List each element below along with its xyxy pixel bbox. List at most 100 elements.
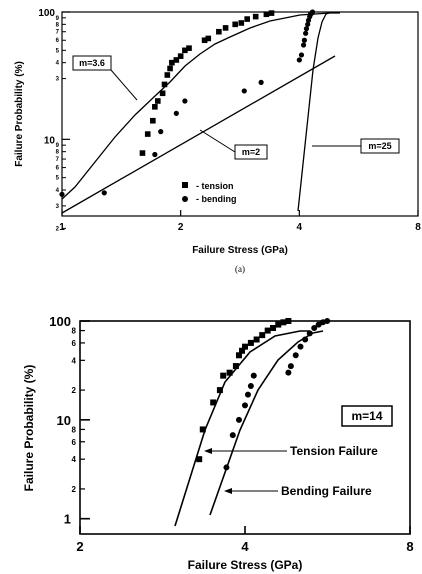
data-point-tension-failure: [196, 456, 203, 463]
data-point-tension: [161, 81, 168, 88]
data-point-tension-failure: [270, 324, 277, 331]
data-point-tension: [216, 28, 222, 35]
data-point-bending-failure: [223, 464, 230, 471]
annotation-m-3.6: m=3.6: [79, 58, 105, 68]
annotation-tension-failure: Tension Failure: [290, 444, 378, 458]
data-point-bending-failure: [244, 391, 251, 398]
data-point-tension-failure: [253, 336, 260, 343]
y-tick-label-b: 1: [64, 512, 71, 527]
data-point-bending-failure: [302, 336, 309, 343]
annotation-box-m-3.6: [72, 55, 112, 71]
x-tick-label-a: 8: [415, 222, 421, 233]
y-minor-label-b: 6: [72, 438, 77, 447]
y-minor-label-a: 9: [56, 143, 60, 149]
data-points-b: [196, 318, 331, 471]
data-point-bending-failure: [235, 416, 242, 423]
y-minor-label-b: 8: [72, 327, 77, 336]
y-tick-label-b: 100: [49, 314, 71, 329]
pointer-m-2: [199, 129, 236, 153]
x-axis-label-a: Failure Stress (GPa): [192, 245, 288, 256]
data-point-tension-failure: [220, 372, 227, 379]
y-minor-label-a: 8: [56, 150, 60, 156]
y-minor-label-a: 4: [56, 61, 60, 67]
y-minor-label-a: 5: [56, 176, 60, 182]
y-tick-label-a: 10: [44, 135, 56, 146]
data-point-tension-failure: [247, 339, 254, 346]
data-point-bending: [296, 57, 302, 63]
data-point-bending: [241, 88, 247, 94]
data-point-bending-failure: [285, 369, 292, 376]
data-point-tension-failure: [275, 321, 282, 328]
data-point-tension: [232, 21, 238, 28]
y-minor-label-a: 9: [56, 16, 60, 22]
data-point-bending-failure: [306, 330, 313, 337]
y-tick-label-a: 100: [38, 8, 55, 19]
x-tick-label-a: 2: [178, 222, 184, 233]
data-point-tension-failure: [232, 363, 239, 370]
data-point-tension: [244, 16, 251, 22]
data-point-bending: [173, 110, 179, 116]
legend-a: - tension - bending: [182, 181, 237, 204]
annotation-bending-failure: Bending Failure: [281, 484, 372, 498]
y-minor-label-a: 6: [56, 38, 60, 44]
data-point-tension: [238, 20, 245, 26]
data-point-tension: [152, 104, 158, 110]
data-point-tension: [155, 98, 161, 104]
data-point-tension-failure: [264, 327, 271, 334]
y-minor-label-a: 7: [56, 157, 60, 163]
data-point-tension-failure: [199, 426, 206, 433]
y-minor-label-b: 8: [72, 425, 77, 434]
data-point-tension: [252, 13, 259, 20]
legend-marker-bending: [182, 196, 188, 202]
data-point-bending: [258, 79, 264, 85]
panel-label-a: (a): [235, 264, 245, 274]
legend-label-bending: - bending: [196, 194, 237, 204]
x-axis-label-b: Failure Stress (GPa): [188, 558, 303, 572]
data-point-tension: [201, 37, 208, 44]
y-axis-label-b: Failure Probability (%): [22, 365, 36, 492]
arrowhead-bending-failure: [224, 488, 232, 494]
x-tick-label-a: 1: [59, 222, 65, 233]
data-point-tension: [177, 53, 184, 59]
data-point-bending-failure: [250, 372, 257, 379]
data-point-tension: [150, 117, 156, 124]
data-point-tension: [139, 150, 146, 156]
data-point-tension-failure: [235, 352, 242, 359]
data-point-bending-failure: [229, 432, 236, 439]
x-tick-label-a: 4: [297, 222, 303, 233]
y-minor-label-a: 2: [56, 226, 60, 232]
data-point-bending: [305, 21, 311, 27]
fit-line-bending: [209, 330, 324, 516]
data-point-tension-failure: [285, 318, 292, 324]
y-minor-label-b: 2: [72, 386, 77, 395]
data-point-tension: [205, 35, 212, 42]
data-point-tension: [167, 65, 173, 72]
y-minor-label-a: 5: [56, 48, 60, 54]
data-point-bending-failure: [311, 324, 318, 331]
y-minor-label-a: 3: [56, 77, 60, 83]
data-point-bending: [300, 42, 307, 48]
data-point-bending-failure: [324, 318, 331, 324]
annotation-m-14: m=14: [351, 409, 382, 423]
data-point-bending-failure: [247, 382, 254, 389]
legend-label-tension: - tension: [196, 181, 234, 191]
annotation-m-25: m=25: [368, 141, 391, 151]
data-point-bending: [309, 9, 316, 15]
data-point-bending: [301, 37, 307, 43]
data-point-tension: [263, 11, 270, 18]
y-tick-label-b: 10: [57, 413, 71, 428]
data-point-bending: [298, 52, 305, 58]
data-point-bending: [59, 191, 65, 197]
x-tick-label-b: 2: [76, 539, 83, 554]
y-minor-label-b: 4: [72, 455, 77, 464]
pointer-m-3.6: [110, 69, 138, 101]
data-point-tension: [182, 47, 188, 54]
data-point-tension-failure: [280, 319, 287, 326]
plot-frame-a: [61, 11, 419, 217]
data-points-a: [59, 9, 316, 197]
data-point-tension-failure: [226, 369, 233, 376]
